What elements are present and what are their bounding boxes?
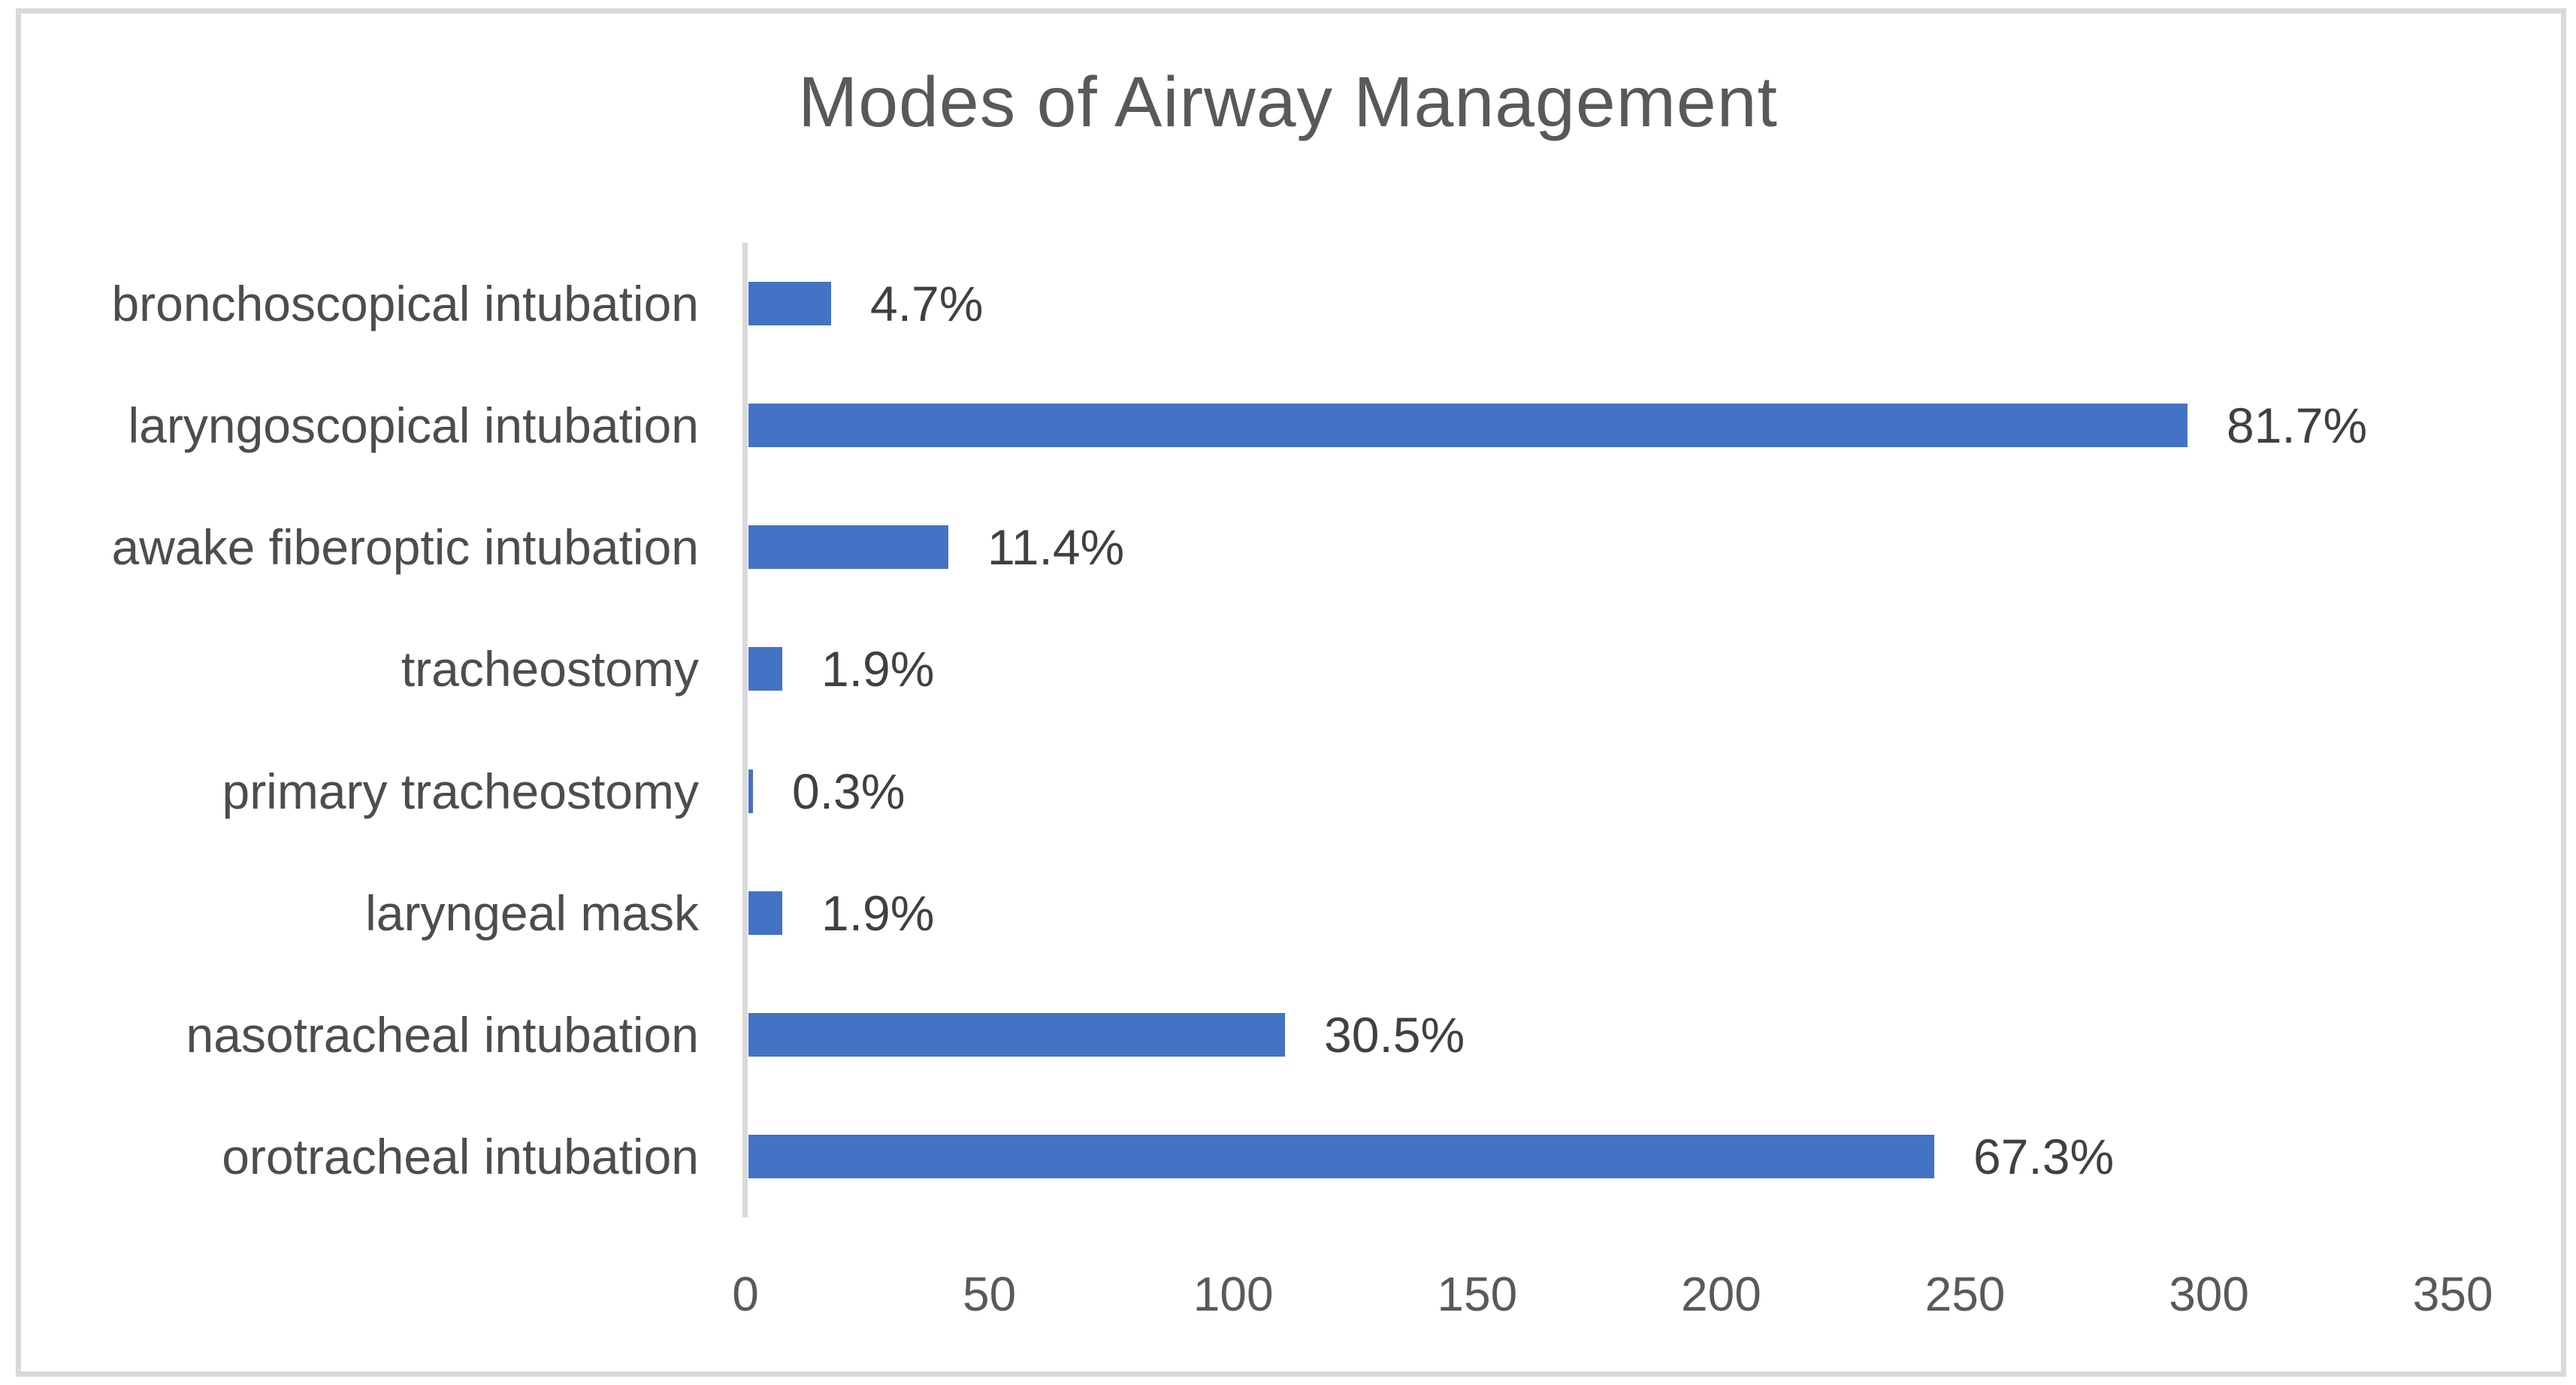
category-label: primary tracheostomy	[222, 763, 699, 819]
category-label: awake fiberoptic intubation	[111, 519, 700, 576]
bar	[748, 1134, 1934, 1178]
category-label: nasotracheal intubation	[186, 1006, 700, 1063]
data-label: 67.3%	[1973, 1128, 2115, 1184]
data-label: 0.3%	[792, 763, 906, 819]
x-axis-tick-labels: 0 50 100 150 200 250 300 350	[0, 1244, 2576, 1326]
category-label: tracheostomy	[401, 641, 699, 697]
x-tick-label: 50	[963, 1267, 1017, 1321]
bar-row: bronchoscopical intubation 4.7%	[0, 243, 2576, 364]
bar	[748, 647, 782, 691]
bar	[748, 525, 948, 570]
bar	[748, 404, 2187, 448]
bar-row: laryngeal mask 1.9%	[0, 852, 2576, 974]
data-label: 1.9%	[821, 641, 935, 697]
bar-row: primary tracheostomy 0.3%	[0, 730, 2576, 852]
bar	[748, 891, 782, 935]
category-label: laryngeal mask	[365, 885, 699, 941]
bar	[748, 1012, 1285, 1057]
category-label: laryngoscopical intubation	[128, 398, 699, 454]
bar	[748, 282, 831, 325]
bar-row: laryngoscopical intubation 81.7%	[0, 364, 2576, 486]
bar-row: tracheostomy 1.9%	[0, 608, 2576, 730]
data-label: 4.7%	[870, 276, 984, 332]
bar-row: awake fiberoptic intubation 11.4%	[0, 486, 2576, 608]
plot-area: bronchoscopical intubation 4.7% laryngosco…	[0, 243, 2576, 1217]
data-label: 1.9%	[821, 885, 935, 941]
data-label: 81.7%	[2227, 398, 2368, 454]
bar-row: nasotracheal intubation 30.5%	[0, 974, 2576, 1096]
x-tick-label: 0	[732, 1267, 759, 1321]
bar-row: orotracheal intubation 67.3%	[0, 1096, 2576, 1217]
x-tick-label: 350	[2412, 1267, 2493, 1321]
y-axis-line	[742, 243, 748, 1217]
bar	[748, 769, 753, 813]
x-tick-label: 150	[1437, 1267, 1518, 1321]
data-label: 30.5%	[1324, 1006, 1465, 1063]
x-tick-label: 200	[1681, 1267, 1761, 1321]
x-tick-label: 250	[1924, 1267, 2006, 1321]
category-label: orotracheal intubation	[222, 1128, 699, 1184]
category-label: bronchoscopical intubation	[111, 276, 699, 332]
data-label: 11.4%	[987, 519, 1125, 576]
x-tick-label: 300	[2169, 1267, 2249, 1321]
x-tick-label: 100	[1193, 1267, 1274, 1321]
chart-title: Modes of Airway Management	[798, 62, 1778, 142]
